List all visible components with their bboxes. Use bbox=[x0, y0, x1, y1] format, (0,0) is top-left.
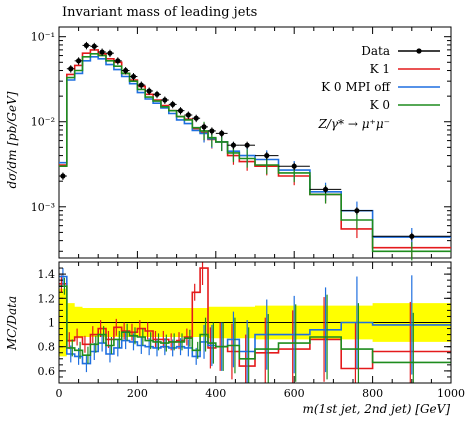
data-point bbox=[130, 73, 137, 80]
data-point bbox=[115, 58, 121, 64]
data-point bbox=[154, 91, 160, 97]
x-tick-label: 400 bbox=[205, 387, 226, 400]
legend: Data K 1 K 0 MPI off K 0 Z/γ* → μ⁺μ⁻ bbox=[317, 44, 391, 131]
data-point bbox=[123, 67, 129, 74]
legend-label-k0-mpi-off: K 0 MPI off bbox=[321, 80, 391, 94]
y-tick-label: 10⁻³ bbox=[31, 201, 55, 214]
data-point bbox=[201, 124, 207, 130]
series-k0-mpi-off-line bbox=[59, 56, 451, 238]
series-k1-line bbox=[59, 49, 451, 249]
ratio-y-tick-label: 0.8 bbox=[38, 341, 56, 354]
legend-label-k0: K 0 bbox=[370, 98, 390, 112]
main-plot-area: 10⁻³ 10⁻² 10⁻¹ bbox=[31, 26, 452, 261]
data-point bbox=[68, 66, 74, 72]
data-point bbox=[83, 42, 90, 48]
data-point bbox=[244, 142, 250, 148]
ratio-y-tick-label: 1.4 bbox=[38, 268, 56, 281]
series-k0-line bbox=[59, 53, 451, 253]
legend-label-k1: K 1 bbox=[370, 62, 390, 76]
process-annotation: Z/γ* → μ⁺μ⁻ bbox=[317, 117, 390, 131]
data-point bbox=[193, 115, 199, 121]
data-point bbox=[138, 82, 144, 88]
x-tick-label: 800 bbox=[362, 387, 383, 400]
ratio-plot-area: 0.6 0.8 1 1.2 1.4 0 200 400 600 800 1000 bbox=[38, 261, 465, 400]
y-tick-label: 10⁻² bbox=[31, 116, 55, 129]
data-point bbox=[354, 208, 360, 214]
chart-title: Invariant mass of leading jets bbox=[62, 5, 257, 20]
data-point bbox=[170, 101, 176, 107]
x-tick-label: 200 bbox=[127, 387, 148, 400]
data-point bbox=[322, 186, 329, 193]
ratio-series-k0-line bbox=[59, 285, 451, 364]
legend-marker-data bbox=[416, 48, 422, 54]
x-tick-label: 1000 bbox=[437, 387, 465, 400]
y-tick-label: 10⁻¹ bbox=[31, 31, 55, 44]
x-tick-label: 0 bbox=[56, 387, 63, 400]
x-axis-label: m(1st jet, 2nd jet) [GeV] bbox=[303, 402, 451, 416]
data-point bbox=[99, 49, 105, 55]
data-point bbox=[162, 97, 168, 103]
main-y-axis-label: dσ/dm [pb/GeV] bbox=[5, 91, 19, 188]
data-point bbox=[264, 152, 270, 159]
data-point bbox=[177, 108, 184, 114]
ratio-y-axis-label: MC/Data bbox=[5, 296, 19, 351]
data-point bbox=[185, 112, 191, 118]
data-point bbox=[219, 130, 225, 136]
data-point bbox=[146, 88, 152, 94]
ratio-y-tick-label: 0.6 bbox=[38, 365, 56, 378]
ratio-y-tick-label: 1.2 bbox=[38, 292, 56, 305]
legend-label-data: Data bbox=[361, 44, 390, 58]
data-point bbox=[230, 142, 237, 148]
data-point bbox=[91, 43, 97, 49]
x-tick-label: 600 bbox=[284, 387, 305, 400]
data-point bbox=[76, 58, 82, 64]
data-point bbox=[291, 163, 297, 169]
data-point bbox=[209, 128, 215, 134]
ratio-y-tick-label: 1 bbox=[48, 317, 55, 330]
data-point bbox=[409, 233, 415, 239]
data-point bbox=[107, 50, 113, 56]
data-point bbox=[60, 173, 66, 179]
